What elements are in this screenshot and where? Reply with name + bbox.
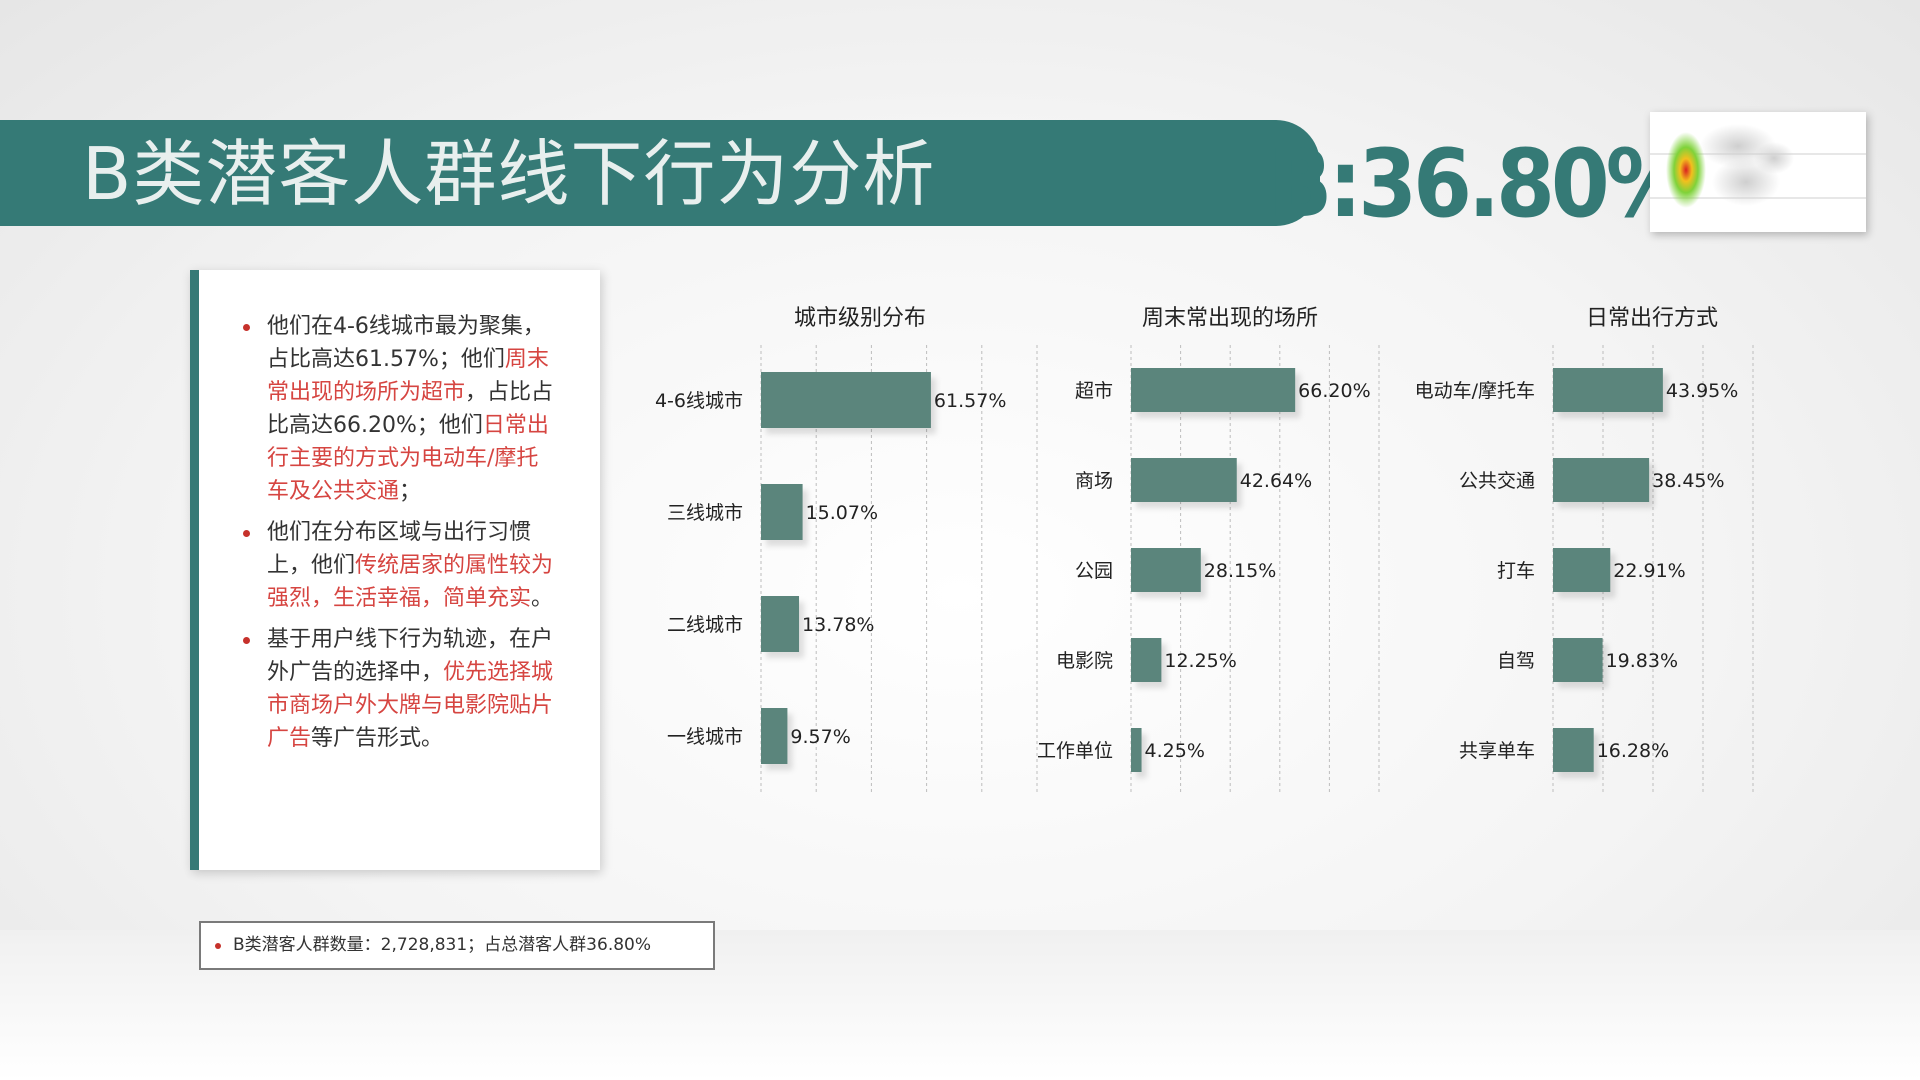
category-label: 商场: [1075, 470, 1113, 492]
category-label: 二线城市: [667, 614, 743, 636]
summary-card: 他们在4-6线城市最为聚集，占比高达61.57%；他们周末常出现的场所为超市，占…: [190, 270, 600, 870]
category-label: 打车: [1497, 560, 1535, 582]
category-label: 自驾: [1497, 650, 1535, 672]
value-label: 22.91%: [1613, 560, 1685, 582]
highlight-text: 优先选择城市商场户外大牌与电影院贴片广告: [267, 660, 554, 751]
page-title: B类潜客人群线下行为分析: [82, 132, 936, 216]
value-label: 15.07%: [806, 502, 878, 524]
bar: [1553, 458, 1650, 502]
title-band: [0, 120, 1320, 226]
bullet-text: 基于用户线下行为轨迹，在户外广告的选择中，: [267, 627, 554, 685]
bar: [761, 708, 788, 764]
category-label: 电影院: [1056, 650, 1113, 672]
value-label: 12.25%: [1164, 650, 1236, 672]
chart-title: 城市级别分布: [794, 306, 926, 331]
value-label: 38.45%: [1652, 470, 1724, 492]
bar: [1553, 368, 1663, 412]
footer-text: B类潜客人群数量：2,728,831；占总潜客人群36.80%: [233, 935, 652, 955]
bar: [1131, 458, 1237, 502]
bar: [1131, 368, 1296, 412]
summary-bullet: 他们在4-6线城市最为聚集，占比高达61.57%；他们周末常出现的场所为超市，占…: [243, 310, 560, 508]
value-label: 66.20%: [1298, 380, 1370, 402]
bar: [761, 484, 803, 540]
category-label: 共享单车: [1459, 740, 1535, 762]
category-label: 工作单位: [1037, 740, 1113, 762]
summary-bullet: 基于用户线下行为轨迹，在户外广告的选择中，优先选择城市商场户外大牌与电影院贴片广…: [243, 623, 560, 755]
value-label: 19.83%: [1606, 650, 1678, 672]
bullet-text: 。: [531, 586, 554, 611]
bar: [1131, 638, 1162, 682]
summary-bullet: 他们在分布区域与出行习惯上，他们传统居家的属性较为强烈，生活幸福，简单充实。: [243, 516, 560, 615]
bar: [1553, 548, 1611, 592]
bullet-text: 等广告形式。: [311, 726, 444, 751]
chart-1: 城市级别分布 4-6线城市 61.57% 三线城市 15.07% 二线城市 13.78% 一线…: [655, 306, 1038, 795]
bar: [1553, 638, 1603, 682]
category-label: 电动车/摩托车: [1415, 380, 1535, 402]
heatmap-map-icon: [1650, 124, 1866, 208]
bar: [1553, 728, 1594, 772]
bar: [761, 596, 800, 652]
highlight-percentage: B:36.80%: [1268, 130, 1690, 239]
summary-bullet-list: 他们在4-6线城市最为聚集，占比高达61.57%；他们周末常出现的场所为超市，占…: [243, 310, 560, 755]
category-label: 一线城市: [667, 726, 743, 748]
value-label: 42.64%: [1240, 470, 1312, 492]
heatmap-thumbnail: [1650, 112, 1866, 232]
highlight-text: 周末常出现的场所为超市: [267, 347, 549, 405]
chart-title: 日常出行方式: [1586, 306, 1718, 331]
category-label: 超市: [1075, 380, 1113, 402]
bullet-text: ，占比占比高达66.20%；他们: [267, 380, 554, 438]
bullet-text: ；: [399, 479, 422, 504]
value-label: 61.57%: [934, 390, 1006, 412]
bullet-text: 他们在4-6线城市最为聚集，占比高达61.57%；他们: [267, 314, 545, 372]
value-label: 13.78%: [802, 614, 874, 636]
value-label: 4.25%: [1145, 740, 1205, 762]
value-label: 9.57%: [790, 726, 850, 748]
value-label: 16.28%: [1597, 740, 1669, 762]
chart-title: 周末常出现的场所: [1142, 306, 1318, 331]
category-label: 公共交通: [1459, 470, 1535, 492]
bar: [1131, 728, 1142, 772]
category-label: 三线城市: [667, 502, 743, 524]
category-label: 公园: [1075, 560, 1113, 582]
category-label: 4-6线城市: [655, 390, 743, 412]
bullet-dot: [215, 943, 221, 949]
footer-note: B类潜客人群数量：2,728,831；占总潜客人群36.80%: [199, 921, 715, 970]
bullet-text: 他们在分布区域与出行习惯上，他们: [267, 520, 532, 578]
highlight-text: 日常出行主要的方式为电动车/摩托车及公共交通: [267, 413, 549, 504]
highlight-text: 传统居家的属性较为强烈，生活幸福，简单充实: [267, 553, 554, 611]
value-label: 28.15%: [1204, 560, 1276, 582]
bar: [1131, 548, 1201, 592]
value-label: 43.95%: [1666, 380, 1738, 402]
bar: [761, 372, 931, 428]
